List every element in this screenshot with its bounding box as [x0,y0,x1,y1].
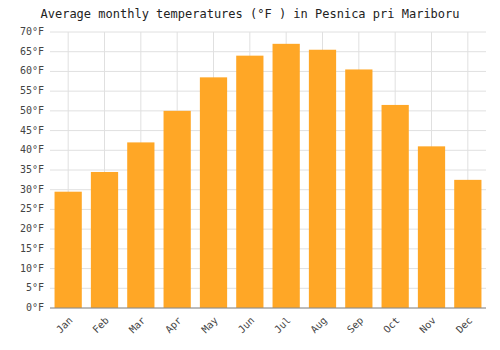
bar [236,56,263,308]
x-tick-label: Jul [272,315,293,336]
x-tick-label: Oct [381,315,402,336]
y-tick-label: 40°F [20,144,44,155]
x-tick-label: Mar [127,315,148,336]
bar [309,50,336,308]
y-tick-label: 60°F [20,65,44,76]
x-axis: Jan Feb Mar Apr May Jun Jul Aug Sep Oct Nov Dec [50,308,486,335]
y-tick-label: 30°F [20,184,44,195]
y-tick-label: 5°F [26,282,44,293]
y-tick-label: 35°F [20,164,44,175]
y-tick-label: 70°F [20,26,44,37]
y-grid-line [50,32,486,33]
bar [418,146,445,308]
bars [55,44,482,308]
bar [345,69,372,308]
y-tick-label: 50°F [20,105,44,116]
y-tick-label: 45°F [20,125,44,136]
bar [164,111,191,308]
x-tick-label: Feb [90,315,111,336]
x-tick-label: Dec [454,315,475,336]
title: Average monthly temperatures (°F ) in Pe… [40,7,459,21]
bar [200,77,227,308]
y-grid-line [50,308,486,309]
y-grid-line [50,51,486,52]
x-tick-label: Sep [345,315,366,336]
x-axis-line [50,308,486,309]
y-grid-line [50,91,486,92]
bar [55,192,82,308]
y-tick-label: 20°F [20,223,44,234]
bar [91,172,118,308]
chart-container: 0°F 5°F 10°F 15°F 20°F 25°F 30°F 35°F 40°F 45°F 50… [0,0,500,350]
y-tick-label: 0°F [26,302,44,313]
x-tick-label: Jan [54,315,75,336]
y-tick-label: 25°F [20,203,44,214]
bar [454,180,481,308]
y-grid-line [50,130,486,131]
grid [50,32,486,308]
y-tick-label: 65°F [20,46,44,57]
x-tick-label: May [199,315,220,336]
y-tick-label: 55°F [20,85,44,96]
y-tick-label: 10°F [20,263,44,274]
y-grid-line [50,71,486,72]
y-axis: 0°F 5°F 10°F 15°F 20°F 25°F 30°F 35°F 40°F 45°F 50… [20,26,44,313]
y-grid-line [50,110,486,111]
x-tick-label: Nov [417,315,438,336]
bar [273,44,300,308]
y-tick-label: 15°F [20,243,44,254]
bar [382,105,409,308]
x-tick-label: Jun [236,315,257,336]
x-tick-label: Aug [308,315,329,336]
chart-svg: 0°F 5°F 10°F 15°F 20°F 25°F 30°F 35°F 40°F 45°F 50… [0,0,500,350]
x-tick-label: Apr [163,315,184,336]
bar [127,142,154,308]
